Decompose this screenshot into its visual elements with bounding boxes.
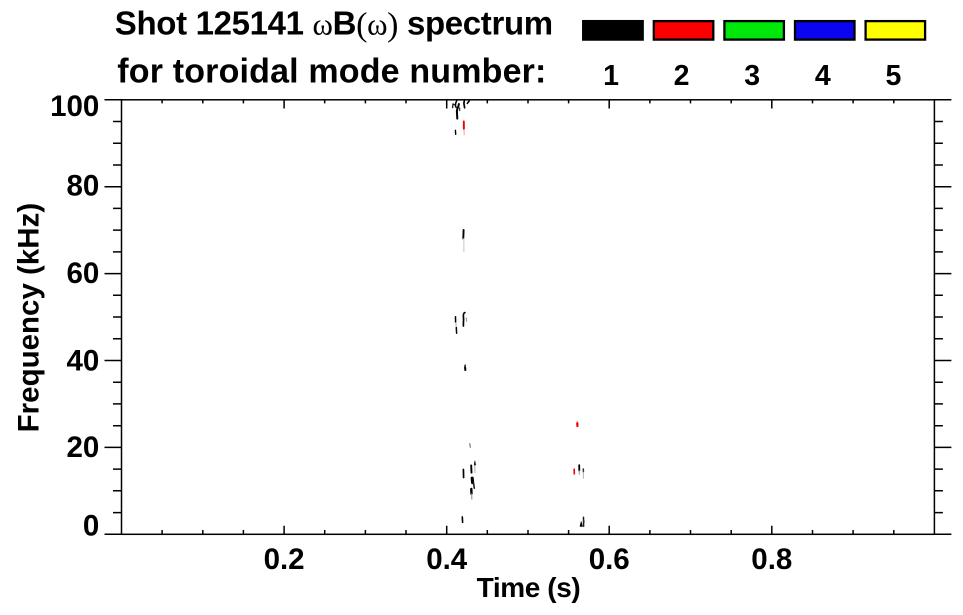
svg-text:1: 1 bbox=[603, 60, 619, 92]
svg-text:0.2: 0.2 bbox=[264, 543, 305, 576]
svg-text:0.8: 0.8 bbox=[751, 543, 792, 576]
svg-text:0: 0 bbox=[83, 509, 99, 542]
svg-text:Time (s): Time (s) bbox=[477, 572, 581, 603]
svg-text:2: 2 bbox=[674, 60, 690, 92]
svg-text:100: 100 bbox=[50, 90, 99, 123]
svg-text:0.4: 0.4 bbox=[426, 543, 468, 576]
svg-text:Frequency (kHz): Frequency (kHz) bbox=[12, 203, 45, 432]
svg-text:80: 80 bbox=[66, 170, 99, 203]
svg-text:5: 5 bbox=[885, 60, 901, 92]
svg-text:40: 40 bbox=[66, 344, 99, 377]
svg-text:Shot 125141 ωB(ω) spectrum: Shot 125141 ωB(ω) spectrum bbox=[115, 4, 553, 43]
svg-text:0.6: 0.6 bbox=[589, 543, 630, 576]
svg-text:for toroidal mode number:: for toroidal mode number: bbox=[117, 52, 546, 90]
svg-text:20: 20 bbox=[66, 431, 99, 464]
svg-text:3: 3 bbox=[744, 60, 760, 92]
svg-text:4: 4 bbox=[815, 60, 831, 92]
svg-text:60: 60 bbox=[66, 257, 99, 290]
